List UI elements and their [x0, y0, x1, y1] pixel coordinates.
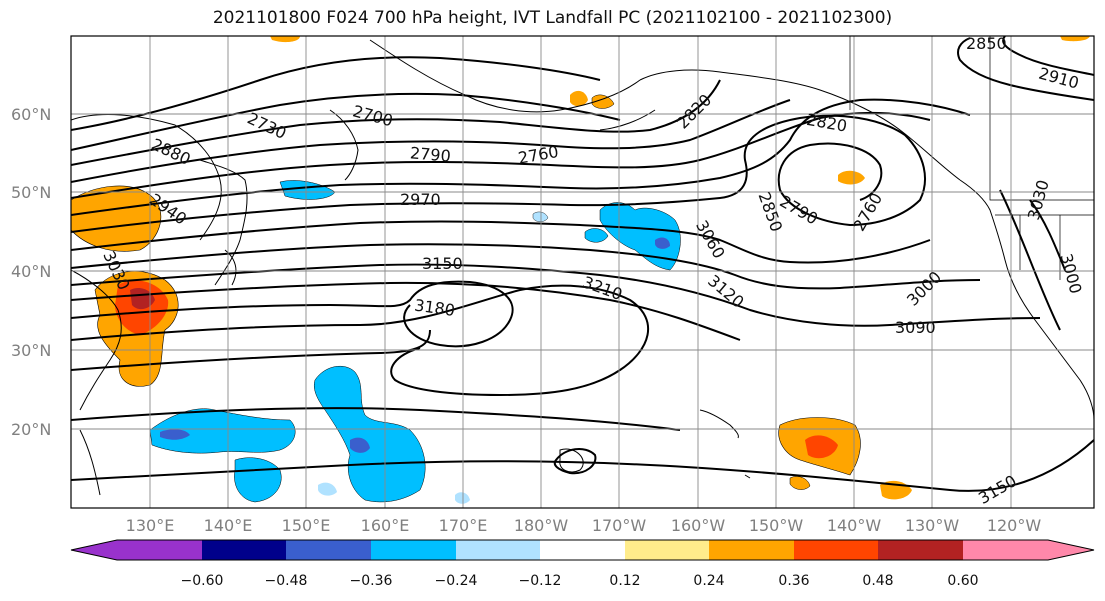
lon-label-130e: 130°E [126, 516, 175, 535]
lon-label-150e: 150°E [282, 516, 331, 535]
colorbar-segment [794, 540, 878, 560]
contour-label-3150: 3150 [422, 254, 463, 273]
lon-label-170w: 170°W [592, 516, 647, 535]
latitude-labels: 60°N 50°N 40°N 30°N 20°N [11, 105, 51, 439]
colorbar-tick: −0.36 [350, 573, 393, 589]
map-title: 2021101800 F024 700 hPa height, IVT Land… [212, 8, 893, 28]
colorbar-ticks: −0.60 −0.48 −0.36 −0.24 −0.12 0.12 0.24 … [181, 573, 979, 589]
coastlines [71, 39, 1094, 496]
lon-label-170e: 170°E [439, 516, 488, 535]
lon-label-140e: 140°E [204, 516, 253, 535]
colorbar-segment [963, 540, 1048, 560]
colorbar-tick: 0.36 [778, 573, 809, 589]
lon-label-120w: 120°W [987, 516, 1042, 535]
longitude-labels: 130°E 140°E 150°E 160°E 170°E 180°W 170°… [126, 516, 1042, 535]
lat-label-50n: 50°N [11, 183, 51, 202]
lat-label-60n: 60°N [11, 105, 51, 124]
lon-label-160w: 160°W [671, 516, 726, 535]
colorbar-segment [878, 540, 963, 560]
colorbar-tick: −0.48 [265, 573, 308, 589]
plot-frame [70, 35, 1095, 509]
ivt-positive-shading [71, 36, 1090, 500]
colorbar-segment [709, 540, 794, 560]
colorbar-tick: 0.48 [862, 573, 893, 589]
colorbar-tick: 0.12 [609, 573, 640, 589]
lat-label-40n: 40°N [11, 262, 51, 281]
lon-label-140w: 140°W [827, 516, 882, 535]
colorbar-tick: 0.60 [947, 573, 978, 589]
colorbar-segment [286, 540, 371, 560]
colorbar-segment [371, 540, 456, 560]
colorbar-tick: −0.12 [519, 573, 562, 589]
graticule [71, 36, 1094, 508]
lon-label-160e: 160°E [361, 516, 410, 535]
lon-label-180w: 180°W [514, 516, 569, 535]
colorbar-tick: −0.60 [181, 573, 224, 589]
colorbar-segment [202, 540, 286, 560]
contour-label-2850: 2850 [966, 34, 1007, 53]
lon-label-150w: 150°W [749, 516, 804, 535]
colorbar-outline [70, 539, 1095, 561]
colorbar-segment [456, 540, 540, 560]
lat-label-30n: 30°N [11, 341, 51, 360]
contour-label-2970: 2970 [400, 190, 441, 209]
lon-label-130w: 130°W [905, 516, 960, 535]
colorbar-extend-high [1048, 540, 1094, 560]
contour-label-2790: 2790 [409, 143, 451, 165]
colorbar-segment [117, 540, 202, 560]
colorbar-segment [625, 540, 709, 560]
contour-label-3090: 3090 [895, 318, 936, 337]
colorbar: −0.60 −0.48 −0.36 −0.24 −0.12 0.12 0.24 … [70, 539, 1095, 589]
colorbar-segment [540, 540, 625, 560]
colorbar-tick: 0.24 [693, 573, 724, 589]
colorbar-extend-low [71, 540, 117, 560]
ivt-negative-shading [149, 180, 681, 504]
colorbar-tick: −0.24 [435, 573, 478, 589]
lat-label-20n: 20°N [11, 420, 51, 439]
